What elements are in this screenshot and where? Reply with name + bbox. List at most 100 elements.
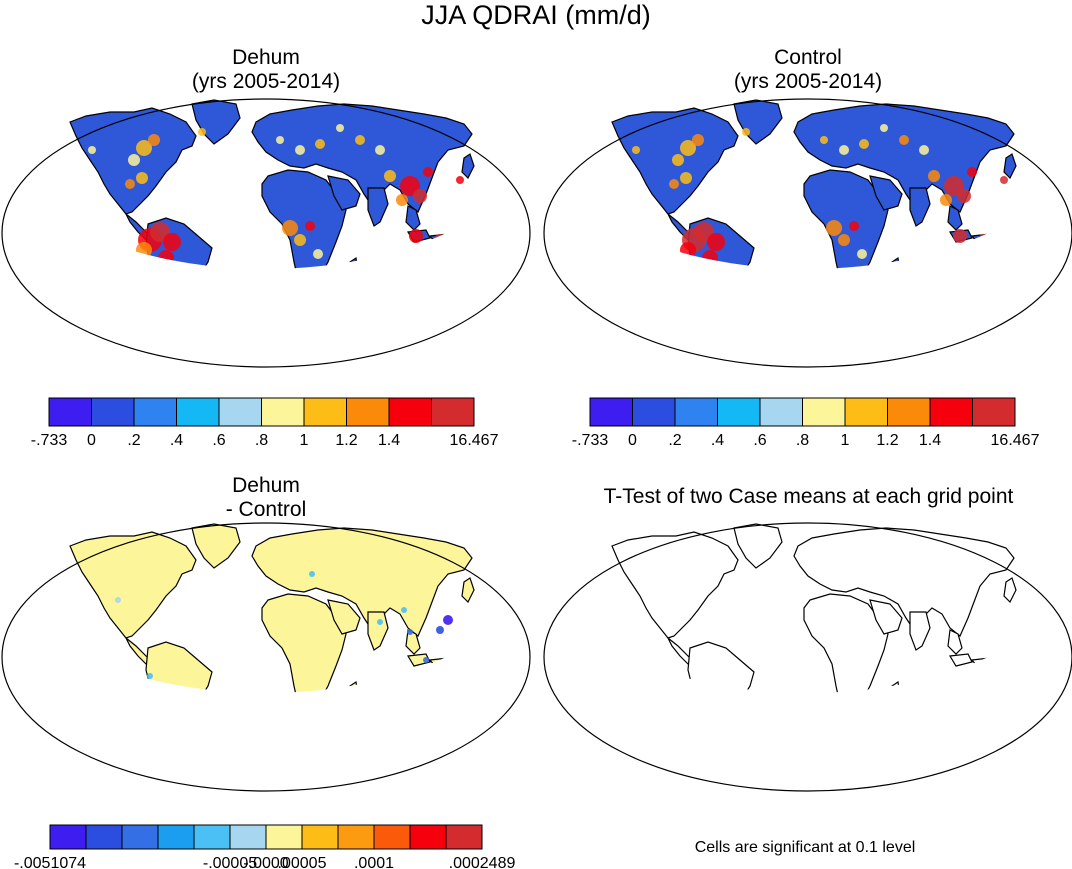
- continent-newGuinea: [998, 657, 1027, 673]
- colorbar-box: [717, 397, 761, 427]
- value-patch: [849, 221, 859, 231]
- continent-indonesia2: [428, 657, 456, 671]
- value-patch: [839, 145, 849, 155]
- value-patch: [305, 221, 315, 231]
- value-patch: [669, 179, 679, 189]
- colorbar-dehum: -.733 0 .2 .4 .6 .8 1 1.2 1.4 16.467: [31, 397, 499, 449]
- main-title: JJA QDRAI (mm/d): [421, 0, 651, 30]
- continent-japan: [461, 577, 475, 604]
- colorbar-tick-label: .00005: [278, 855, 327, 869]
- colorbar-tick-label: 16.467: [991, 432, 1040, 449]
- colorbar-tick-label: 1.4: [919, 432, 941, 449]
- value-patch: [1026, 298, 1034, 306]
- diff-patch: [407, 629, 413, 635]
- colorbar-tick-label: -.733: [572, 432, 609, 449]
- panel-title-ttest: T-Test of two Case means at each grid po…: [603, 485, 1014, 508]
- value-patch: [150, 264, 162, 269]
- value-patch: [163, 233, 181, 251]
- colorbar-tick-label: .8: [796, 432, 809, 449]
- colorbar-box: [589, 397, 633, 427]
- colorbar-box: [632, 397, 676, 427]
- value-patch: [859, 139, 869, 149]
- colorbar-box: [929, 397, 973, 427]
- colorbar-tick-label: -.733: [31, 432, 68, 449]
- colorbar-tick-label: .0001: [354, 855, 394, 869]
- value-patch: [826, 220, 842, 236]
- map-border: [1, 522, 531, 792]
- value-patch: [742, 128, 750, 136]
- continent-madagascar: [891, 256, 901, 269]
- colorbar-tick-label: 1.2: [335, 432, 357, 449]
- colorbar-box: [229, 824, 267, 850]
- value-patch: [880, 124, 888, 132]
- value-patch: [355, 135, 365, 145]
- continent-madagascar: [349, 680, 359, 693]
- continent-africa: [803, 593, 889, 693]
- diff-patch: [147, 673, 153, 679]
- colorbar-box: [409, 824, 447, 850]
- value-patch: [692, 134, 704, 146]
- colorbar-tick-label: 1.2: [876, 432, 898, 449]
- continent-africa: [261, 593, 347, 693]
- colorbar-box: [157, 824, 195, 850]
- continent-arabia: [327, 175, 361, 211]
- value-patch: [1006, 234, 1018, 246]
- value-patch: [1000, 176, 1008, 184]
- continent-antarctica: [646, 770, 976, 788]
- panel-title-difference-line2: - Control: [225, 498, 307, 521]
- continent-northAmerica: [611, 531, 739, 639]
- colorbar-box: [844, 397, 888, 427]
- colorbar-box: [346, 397, 390, 427]
- colorbar-box: [337, 824, 375, 850]
- continent-madagascar: [891, 680, 901, 693]
- value-patch: [680, 172, 692, 184]
- value-patch: [702, 250, 718, 266]
- continent-australia: [433, 677, 491, 693]
- value-patch: [919, 145, 929, 155]
- colorbar-tick-label: .2: [668, 432, 681, 449]
- continent-southAmerica: [687, 217, 755, 269]
- continent-japan: [461, 153, 475, 180]
- value-patch: [928, 170, 940, 182]
- diff-patch: [436, 626, 444, 634]
- colorbar-box: [445, 824, 483, 850]
- value-patch: [694, 264, 706, 269]
- colorbar-tick-label: -.0000: [243, 855, 288, 869]
- continent-newZealand: [494, 296, 504, 312]
- value-patch: [315, 139, 325, 149]
- continent-northAmerica: [69, 531, 197, 639]
- colorbar-box: [91, 397, 135, 427]
- panel-title-control-line2: (yrs 2005-2014): [733, 70, 883, 93]
- colorbar-tick-label: 0: [87, 432, 96, 449]
- colorbar-box: [121, 824, 159, 850]
- map-control: [543, 98, 1072, 368]
- value-patch: [158, 250, 174, 266]
- value-patch: [423, 167, 433, 177]
- panel-title-dehum-line1: Dehum: [232, 46, 300, 69]
- map-border: [1, 98, 531, 368]
- value-patch: [434, 234, 446, 246]
- value-patch: [148, 134, 160, 146]
- panel-title-difference-line1: Dehum: [232, 474, 300, 497]
- panel-title-dehum: Dehum (yrs 2005-2014): [136, 46, 396, 94]
- continent-africa: [261, 169, 347, 269]
- continent-newGuinea: [998, 233, 1027, 249]
- value-patch: [709, 275, 719, 285]
- continent-africa: [803, 169, 889, 269]
- continent-india: [909, 611, 931, 651]
- continent-indonesia2: [970, 657, 998, 671]
- colorbar-tick-label: .0002489: [449, 855, 516, 869]
- diff-patch: [443, 615, 453, 625]
- value-patch: [375, 145, 385, 155]
- value-patch: [967, 167, 977, 177]
- panel-title-control-line1: Control: [774, 46, 842, 69]
- colorbar-box: [193, 824, 231, 850]
- colorbar-tick-label: .4: [711, 432, 724, 449]
- colorbar-box: [301, 824, 339, 850]
- colorbar-box: [972, 397, 1016, 427]
- colorbar-box: [431, 397, 475, 427]
- continent-australia: [975, 677, 1033, 693]
- diff-patch: [401, 607, 407, 613]
- continent-madagascar: [349, 256, 359, 269]
- value-patch: [313, 249, 323, 259]
